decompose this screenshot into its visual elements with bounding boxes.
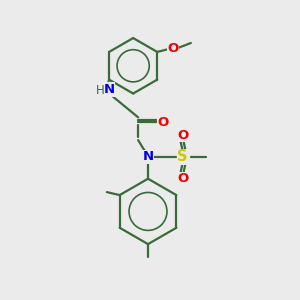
Text: N: N xyxy=(142,150,154,164)
Text: O: O xyxy=(157,116,169,129)
Text: O: O xyxy=(177,129,188,142)
Text: N: N xyxy=(103,83,115,96)
Text: O: O xyxy=(177,172,188,185)
Text: O: O xyxy=(167,42,179,56)
Text: S: S xyxy=(177,149,188,164)
Text: H: H xyxy=(96,84,105,97)
